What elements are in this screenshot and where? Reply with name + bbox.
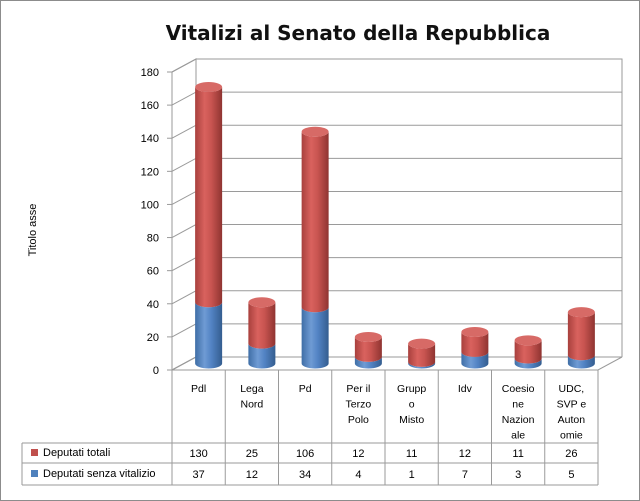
y-tick-label: 20 bbox=[147, 332, 159, 344]
bar-red bbox=[248, 297, 276, 349]
y-tick-label: 60 bbox=[147, 266, 159, 278]
bar-blue-body bbox=[461, 351, 489, 369]
bar-blue-body bbox=[354, 356, 382, 369]
bar-red-body bbox=[461, 332, 489, 357]
bar-red bbox=[354, 332, 382, 362]
value-label: 25 bbox=[246, 448, 258, 460]
category-label: Coesio ne Nazion ale bbox=[502, 383, 535, 442]
value-label: 4 bbox=[355, 469, 361, 481]
bar-blue-body bbox=[567, 355, 595, 369]
bar-blue bbox=[195, 302, 223, 369]
bar-red-body bbox=[354, 337, 382, 362]
bar-red bbox=[461, 327, 489, 357]
y-tick-label: 180 bbox=[141, 67, 159, 79]
category-label: Idv bbox=[458, 383, 473, 395]
bar-red-body bbox=[408, 343, 436, 367]
category-label: Pdl bbox=[191, 383, 206, 395]
bar-red-body bbox=[514, 340, 542, 364]
bar-stack bbox=[248, 297, 276, 369]
legend-swatch-red bbox=[31, 449, 38, 456]
value-label: 5 bbox=[568, 469, 574, 481]
y-tick-label: 100 bbox=[141, 199, 159, 211]
value-label: 12 bbox=[352, 448, 364, 460]
bar-blue bbox=[301, 307, 329, 369]
bar-blue bbox=[461, 351, 489, 369]
bar-red bbox=[301, 126, 329, 313]
bar-red bbox=[195, 82, 223, 308]
y-tick-label: 40 bbox=[147, 299, 159, 311]
category-label: Per il Terzo Polo bbox=[346, 383, 372, 426]
bar-red-body bbox=[567, 312, 595, 361]
bar-red-top bbox=[354, 332, 382, 343]
category-label: Lega Nord bbox=[240, 383, 264, 411]
y-tick-label: 160 bbox=[141, 100, 159, 112]
y-tick-label: 0 bbox=[153, 365, 159, 377]
bar-blue bbox=[248, 343, 276, 369]
value-label: 11 bbox=[512, 448, 523, 460]
bars bbox=[195, 82, 595, 369]
category-label: Pd bbox=[299, 383, 312, 395]
category-label: Grupp o Misto bbox=[397, 383, 426, 426]
value-label: 26 bbox=[565, 448, 577, 460]
y-tick-label: 140 bbox=[141, 133, 159, 145]
y-axis-label: Titolo asse bbox=[27, 204, 39, 257]
bar-blue bbox=[408, 361, 436, 369]
value-label: 12 bbox=[246, 469, 258, 481]
bar-red-top bbox=[195, 82, 223, 93]
bar-blue bbox=[514, 358, 542, 369]
legend-swatch-blue bbox=[31, 470, 38, 477]
bar-blue-body bbox=[195, 302, 223, 369]
value-label: 130 bbox=[189, 448, 207, 460]
value-label: 34 bbox=[299, 469, 311, 481]
bar-blue bbox=[354, 356, 382, 369]
bar-red-top bbox=[301, 126, 329, 137]
floor bbox=[171, 356, 623, 371]
side-wall bbox=[171, 58, 197, 371]
value-label: 3 bbox=[515, 469, 521, 481]
bar-blue-body bbox=[248, 343, 276, 369]
value-label: 106 bbox=[296, 448, 314, 460]
value-label: 37 bbox=[193, 469, 205, 481]
bar-stack bbox=[461, 327, 489, 369]
legend-label: Deputati totali bbox=[43, 447, 110, 459]
category-label: UDC, SVP e Auton omie bbox=[557, 383, 587, 442]
value-label: 11 bbox=[406, 448, 417, 460]
value-label: 1 bbox=[409, 469, 415, 481]
value-label: 12 bbox=[459, 448, 471, 460]
bar-stack bbox=[301, 126, 329, 369]
bar-blue-body bbox=[408, 361, 436, 369]
bar-red bbox=[514, 335, 542, 364]
y-tick-label: 80 bbox=[147, 233, 159, 245]
bar-stack bbox=[567, 307, 595, 369]
bar-stack bbox=[354, 332, 382, 369]
bar-blue-body bbox=[301, 307, 329, 369]
bar-blue-body bbox=[514, 358, 542, 369]
value-label: 7 bbox=[462, 469, 468, 481]
bar-blue bbox=[567, 355, 595, 369]
bar-red-top bbox=[408, 338, 436, 349]
bar-red-top bbox=[514, 335, 542, 346]
bar-red-body bbox=[301, 131, 329, 313]
y-axis-ticks: 0 20 40 60 80 100 120 140 160 180 bbox=[141, 67, 172, 377]
bar-red bbox=[567, 307, 595, 361]
y-tick-label: 120 bbox=[141, 166, 159, 178]
gridline bbox=[171, 58, 622, 73]
bar-stack bbox=[408, 338, 436, 369]
bar-red-top bbox=[248, 297, 276, 308]
bar-red-body bbox=[248, 302, 276, 349]
bar-red-top bbox=[567, 307, 595, 318]
bar-red-top bbox=[461, 327, 489, 338]
bar-red bbox=[408, 338, 436, 367]
bar-red-body bbox=[195, 87, 223, 308]
legend-label: Deputati senza vitalizio bbox=[43, 468, 156, 480]
chart-title: Vitalizi al Senato della Repubblica bbox=[166, 21, 551, 45]
bar-stack bbox=[514, 335, 542, 369]
bar-stack bbox=[195, 82, 223, 369]
